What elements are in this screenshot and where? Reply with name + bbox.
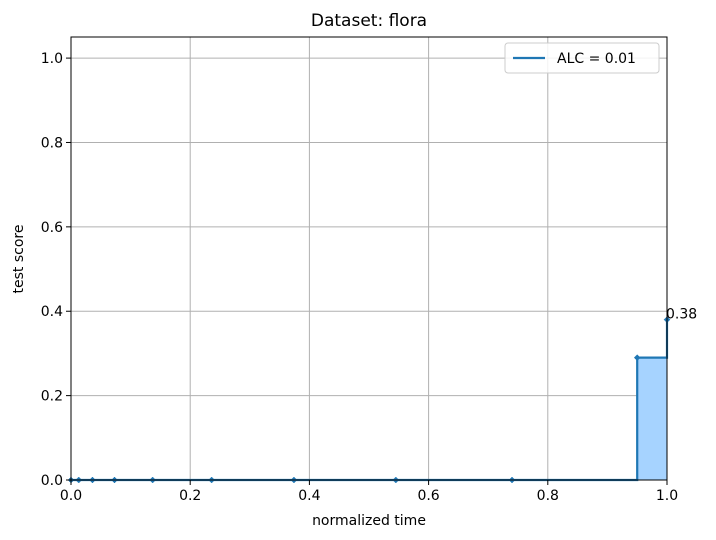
plot-frame [70,36,668,481]
y-tick-label-4: 0.8 [41,135,63,151]
x-tick-label-3: 0.6 [417,488,439,504]
grid [70,37,668,481]
data-point-0-9 [633,354,641,362]
x-tick-label-2: 0.4 [298,488,320,504]
y-axis-ticks: 0.0 0.2 0.4 0.6 0.8 1.0 [41,51,71,489]
x-tick-label-4: 0.8 [537,488,559,504]
series-fill-0 [71,319,667,480]
series-line [71,319,669,482]
data-label-0: 0.38 [666,307,697,323]
y-tick-label-0: 0.0 [41,473,63,489]
annotations: 0.38 [666,307,697,323]
x-axis-ticks: 0.0 0.2 0.4 0.6 0.8 1.0 [60,480,678,504]
legend-box [504,42,660,74]
legend-entry-label: ALC = 0.01 [557,51,636,67]
x-tick-label-5: 1.0 [656,488,678,504]
x-axis-label: normalized time [312,513,426,529]
series-line-0 [71,319,669,482]
y-tick-label-3: 0.6 [41,220,63,236]
y-tick-label-1: 0.2 [41,389,63,405]
y-axis-label: test score [11,225,27,294]
x-tick-label-1: 0.2 [179,488,201,504]
series-markers [67,316,671,484]
area-fill [71,319,667,480]
y-tick-label-5: 1.0 [41,51,63,67]
legend: ALC = 0.01 [504,42,660,74]
y-tick-label-2: 0.4 [41,304,63,320]
x-tick-label-0: 0.0 [60,488,82,504]
chart-title: Dataset: flora [311,11,427,31]
